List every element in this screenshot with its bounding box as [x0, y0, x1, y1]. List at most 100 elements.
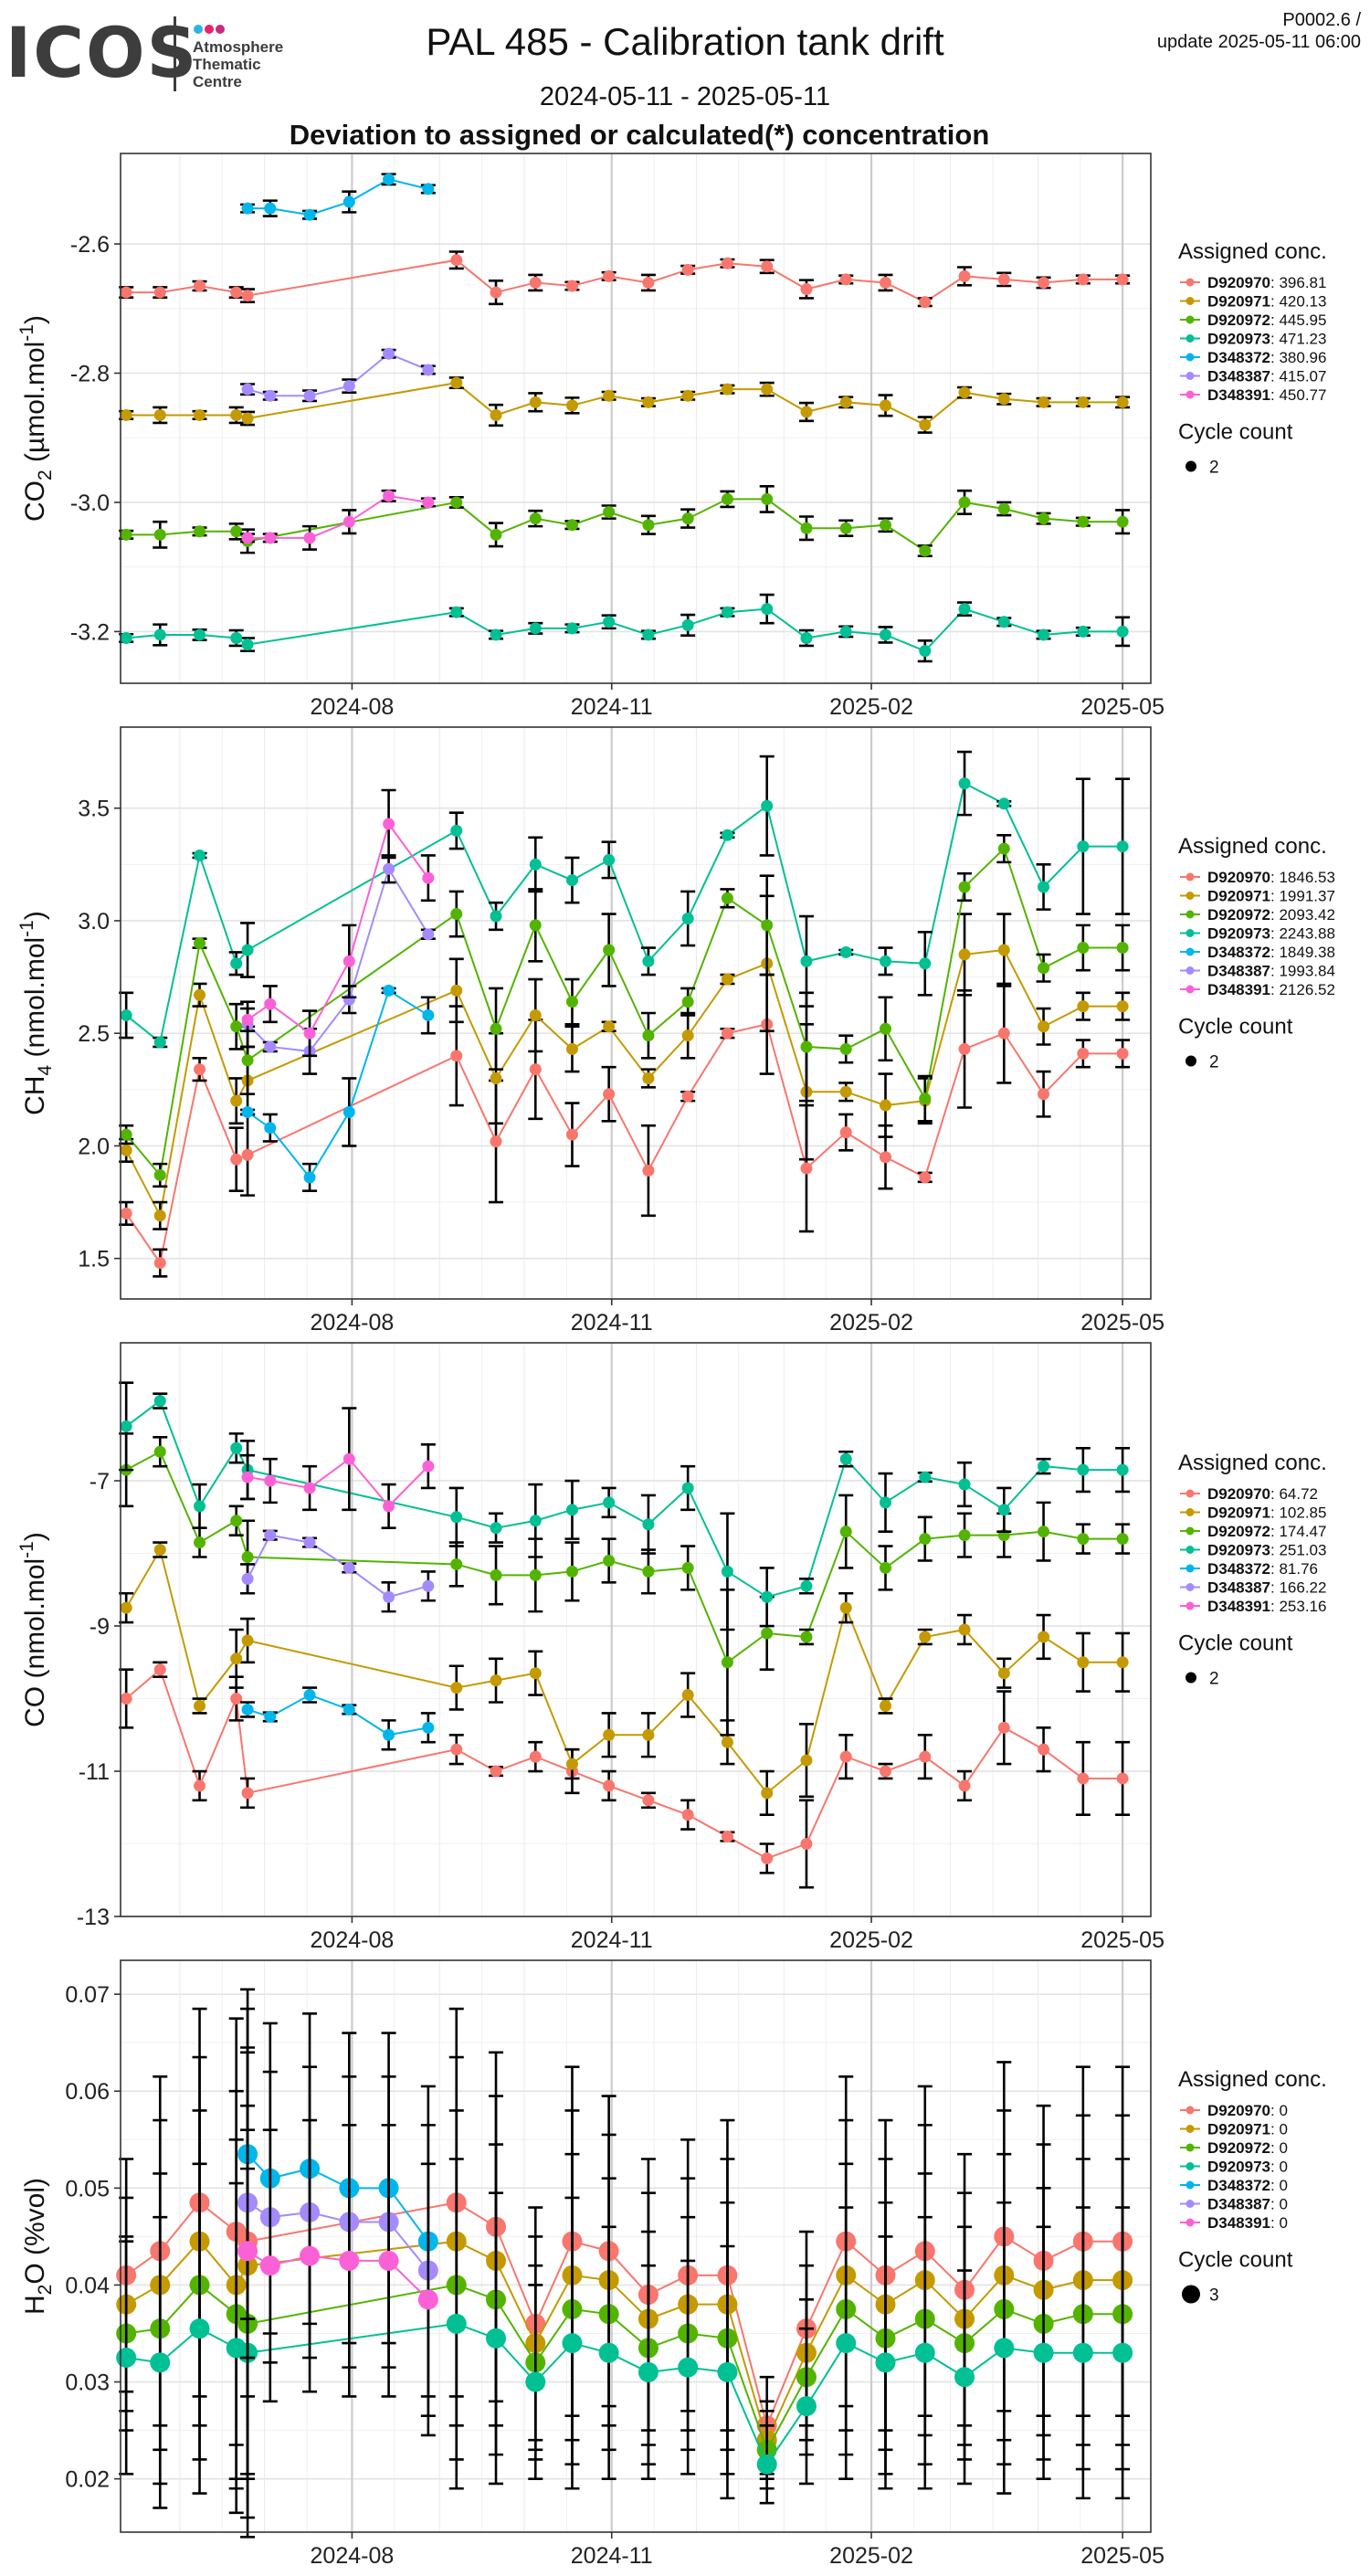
data-point	[839, 945, 852, 958]
data-point	[450, 606, 463, 618]
data-point	[264, 1710, 277, 1723]
series-D920973	[119, 750, 1131, 1049]
data-point	[153, 1168, 166, 1181]
data-point	[642, 628, 655, 641]
data-point	[565, 874, 578, 887]
cycle-count-key	[1186, 1672, 1196, 1684]
data-point	[153, 528, 166, 541]
data-point	[565, 1504, 578, 1516]
legend-series-conc: : 1849.38	[1270, 944, 1335, 961]
legend-label: D920973: 471.23	[1207, 331, 1326, 348]
data-point	[761, 1852, 774, 1864]
legend-series-conc: : 253.16	[1270, 1598, 1326, 1615]
data-point	[1038, 1526, 1050, 1538]
y-axis-label: CH4 (nmol.mol-1)	[16, 911, 56, 1115]
y-label-main: CO	[20, 1686, 50, 1727]
data-point	[490, 408, 502, 421]
legend-key-point	[1186, 315, 1195, 324]
legend-series-conc: : 471.23	[1270, 331, 1326, 348]
y-tick-label: -2.6	[70, 232, 110, 258]
y-tick-label: -2.8	[70, 361, 110, 386]
data-point	[1038, 1460, 1050, 1473]
data-point	[300, 2245, 321, 2266]
data-point	[958, 269, 971, 282]
series-D920972	[119, 833, 1131, 1188]
data-point	[681, 1482, 694, 1494]
data-point	[839, 1750, 852, 1763]
data-point	[919, 957, 932, 970]
data-point	[796, 2396, 817, 2417]
legend-series-conc: : 415.07	[1270, 368, 1326, 385]
y-label-sup: -1	[16, 324, 37, 342]
data-point	[1077, 840, 1090, 853]
data-point	[880, 1151, 892, 1164]
legend-key-point	[1186, 1546, 1195, 1554]
data-point	[997, 797, 1010, 810]
data-point	[120, 528, 132, 541]
data-point	[490, 528, 502, 541]
data-point	[241, 1634, 254, 1647]
y-tick-label: -3.2	[70, 619, 110, 645]
legend-series-conc: : 380.96	[1270, 349, 1326, 366]
plot-background	[121, 727, 1151, 1299]
data-point	[342, 1703, 355, 1716]
legend-label: D348391: 253.16	[1207, 1598, 1326, 1615]
data-point	[230, 1153, 243, 1166]
legend-key-point	[1186, 2180, 1195, 2190]
logo-wordmark: ICOS	[5, 12, 199, 93]
legend-key-point	[1186, 966, 1195, 975]
data-point	[761, 919, 774, 932]
data-point	[303, 208, 316, 221]
data-point	[603, 1728, 616, 1741]
data-point	[565, 399, 578, 412]
x-tick-label: 2024-11	[571, 1927, 653, 1953]
y-label-main: H	[20, 2295, 50, 2315]
data-point	[1038, 1743, 1050, 1756]
data-point	[880, 1496, 892, 1509]
info-code: P0002.6 /	[1282, 10, 1361, 30]
data-point	[880, 399, 892, 412]
legend-label: D920973: 251.03	[1207, 1542, 1326, 1559]
legend-label: D920972: 174.47	[1207, 1523, 1326, 1540]
y-label-sub: 4	[35, 1065, 56, 1076]
legend-key-point	[1186, 1508, 1195, 1516]
data-point	[230, 1094, 243, 1107]
legend-series-conc: : 450.77	[1270, 386, 1326, 404]
plot-border	[120, 1959, 1152, 2533]
data-point	[450, 376, 463, 389]
data-point	[490, 1022, 502, 1035]
data-point	[529, 1568, 542, 1581]
legend-key-point	[1186, 929, 1195, 937]
data-point	[264, 998, 277, 1010]
data-point	[529, 1750, 542, 1763]
data-point	[1038, 396, 1050, 408]
data-point	[1077, 1463, 1090, 1476]
data-point	[638, 2361, 659, 2382]
legend-key-point	[1186, 372, 1195, 380]
legend-label: D348391: 2126.52	[1207, 981, 1335, 998]
data-point	[997, 944, 1010, 956]
legend-series-name: D348387	[1207, 368, 1270, 385]
data-point	[259, 2255, 280, 2276]
data-point	[194, 408, 206, 421]
y-tick-label: 0.02	[65, 2467, 110, 2493]
cycle-count-key	[1186, 1055, 1196, 1067]
legend-label: D348372: 81.76	[1207, 1560, 1318, 1578]
data-point	[490, 286, 502, 299]
data-point	[880, 1022, 892, 1035]
legend-label: D348372: 0	[1207, 2177, 1288, 2194]
data-point	[303, 1482, 316, 1494]
data-point	[642, 1029, 655, 1042]
y-label-unit: O (%vol)	[20, 2178, 50, 2285]
logo-subtitle: Atmosphere Thematic Centre	[193, 38, 283, 90]
data-point	[264, 389, 277, 402]
data-point	[194, 525, 206, 538]
data-point	[839, 1601, 852, 1614]
cycle-count-value: 2	[1209, 459, 1219, 478]
legend-series-name: D348387	[1207, 2196, 1270, 2213]
data-point	[839, 1526, 852, 1538]
legend-series-conc: : 0	[1270, 2214, 1288, 2232]
